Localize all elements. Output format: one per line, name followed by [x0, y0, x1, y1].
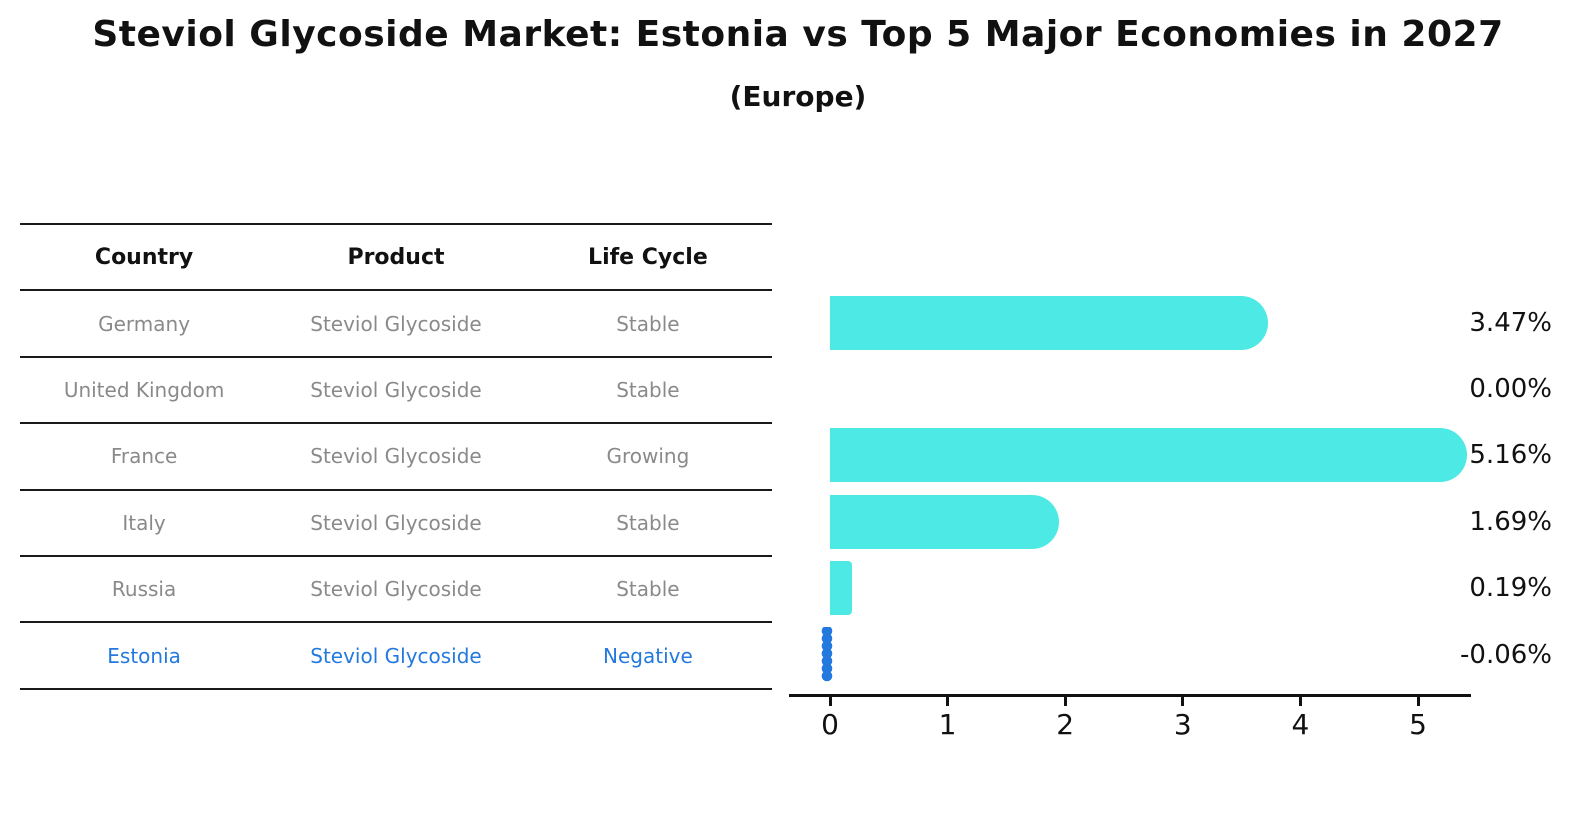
- summary-table: Country Product Life Cycle Germany Stevio…: [20, 223, 772, 690]
- x-tick-mark-1: [946, 697, 950, 706]
- table-body: Germany Steviol Glycoside Stable United Kin…: [20, 289, 772, 687]
- table-row-italy: Italy Steviol Glycoside Stable: [20, 488, 772, 555]
- table-header-country: Country: [94, 244, 194, 270]
- value-label-france: 5.16%: [1469, 440, 1552, 471]
- bar-russia: [830, 561, 852, 616]
- value-label-italy: 1.69%: [1469, 506, 1552, 537]
- table-cell-product: Steviol Glycoside: [310, 444, 482, 469]
- x-tick-label-0: 0: [821, 708, 839, 741]
- table-row-france: France Steviol Glycoside Growing: [20, 422, 772, 488]
- table-cell-product: Steviol Glycoside: [310, 311, 482, 336]
- x-tick-label-3: 3: [1173, 708, 1192, 741]
- table-cell-country: France: [110, 444, 178, 469]
- table-cell-country: Italy: [122, 510, 166, 535]
- x-tick-mark-5: [1416, 697, 1420, 706]
- x-axis-line: [789, 694, 1471, 697]
- table-cell-life_cycle: Stable: [616, 377, 680, 402]
- value-label-russia: 0.19%: [1469, 573, 1552, 604]
- value-label-germany: 3.47%: [1469, 307, 1552, 338]
- table-cell-country: Estonia: [107, 643, 181, 668]
- chart-title: Steviol Glycoside Market: Estonia vs Top…: [92, 14, 1504, 55]
- x-tick-label-2: 2: [1056, 708, 1075, 741]
- x-tick-label-5: 5: [1409, 708, 1427, 741]
- bar-germany: [830, 295, 1268, 350]
- x-tick-mark-4: [1298, 697, 1302, 706]
- table-row-russia: Russia Steviol Glycoside Stable: [20, 554, 772, 621]
- table-cell-country: United Kingdom: [63, 377, 225, 402]
- table-header-row: Country Product Life Cycle: [20, 223, 772, 289]
- table-row-estonia: Estonia Steviol Glycoside Negative: [20, 621, 772, 687]
- table-cell-country: Germany: [98, 311, 191, 336]
- table-cell-country: Russia: [111, 577, 177, 602]
- bar-france: [830, 428, 1467, 483]
- table-cell-product: Steviol Glycoside: [310, 510, 482, 535]
- table-cell-life_cycle: Growing: [606, 444, 690, 469]
- x-tick-mark-2: [1063, 697, 1067, 706]
- table-cell-life_cycle: Stable: [616, 510, 680, 535]
- table-row-germany: Germany Steviol Glycoside Stable: [20, 289, 772, 355]
- chart-subtitle: (Europe): [729, 80, 867, 113]
- table-header-product: Product: [347, 244, 445, 270]
- x-tick-mark-3: [1181, 697, 1185, 706]
- table-cell-product: Steviol Glycoside: [310, 377, 482, 402]
- table-header-life-cycle: Life Cycle: [588, 244, 708, 270]
- x-tick-mark-0: [828, 697, 832, 706]
- table-cell-life_cycle: Stable: [616, 577, 680, 602]
- table-cell-product: Steviol Glycoside: [310, 643, 482, 668]
- value-label-estonia: -0.06%: [1460, 639, 1552, 670]
- bar-italy: [830, 494, 1059, 549]
- table-cell-life_cycle: Stable: [616, 311, 680, 336]
- x-tick-label-4: 4: [1291, 708, 1310, 741]
- table-cell-life_cycle: Negative: [603, 643, 693, 668]
- bar-estonia-negative-marker: [821, 626, 833, 681]
- table-row-united-kingdom: United Kingdom Steviol Glycoside Stable: [20, 355, 772, 422]
- value-label-united-kingdom: 0.00%: [1469, 374, 1552, 404]
- x-tick-label-1: 1: [938, 708, 957, 741]
- table-cell-product: Steviol Glycoside: [310, 577, 482, 602]
